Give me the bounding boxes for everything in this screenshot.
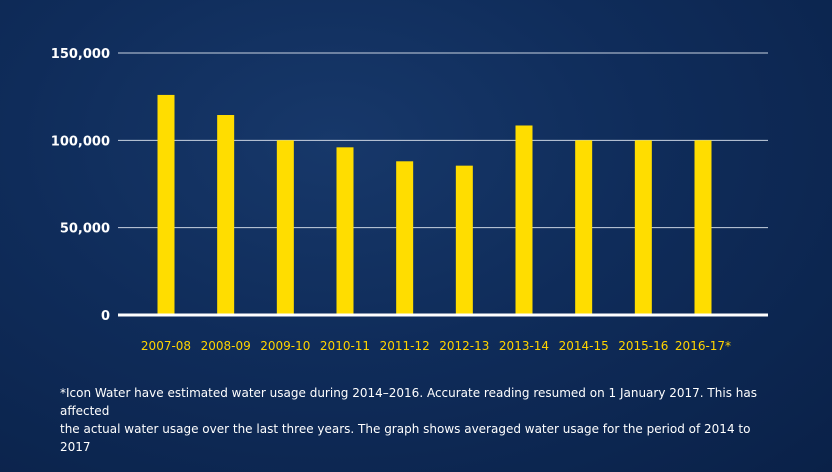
bar: [157, 94, 175, 315]
x-tick-label: 2014-15: [559, 339, 609, 353]
bar: [694, 140, 712, 315]
x-tick-label: 2013-14: [499, 339, 549, 353]
footnote-line-1: *Icon Water have estimated water usage d…: [60, 386, 757, 418]
footnote: *Icon Water have estimated water usage d…: [60, 384, 780, 456]
x-tick-label: 2016-17*: [675, 339, 731, 353]
x-tick-label: 2010-11: [320, 339, 370, 353]
x-tick-label: 2009-10: [260, 339, 310, 353]
y-tick-label: 150,000: [51, 47, 110, 62]
x-tick-label: 2008-09: [201, 339, 251, 353]
x-tick-label: 2011-12: [380, 339, 430, 353]
x-tick-label: 2012-13: [439, 339, 489, 353]
x-tick-label: 2007-08: [141, 339, 191, 353]
y-tick-label: 100,000: [51, 134, 110, 149]
bar: [634, 140, 652, 315]
bar: [336, 147, 354, 315]
bar: [396, 161, 414, 315]
y-tick-label: 50,000: [60, 222, 110, 237]
y-tick-label: 0: [101, 309, 110, 324]
bar: [276, 140, 294, 315]
x-tick-label: 2015-16: [618, 339, 668, 353]
bar: [455, 165, 473, 315]
footnote-line-2: the actual water usage over the last thr…: [60, 422, 751, 454]
bars: [157, 94, 712, 315]
bar: [575, 140, 593, 315]
gridlines: [118, 52, 768, 229]
bar: [217, 115, 235, 315]
bar: [515, 125, 533, 315]
axes: 0 50,000 100,000 150,000 2007-08 2008-09 2009-…: [51, 47, 768, 353]
